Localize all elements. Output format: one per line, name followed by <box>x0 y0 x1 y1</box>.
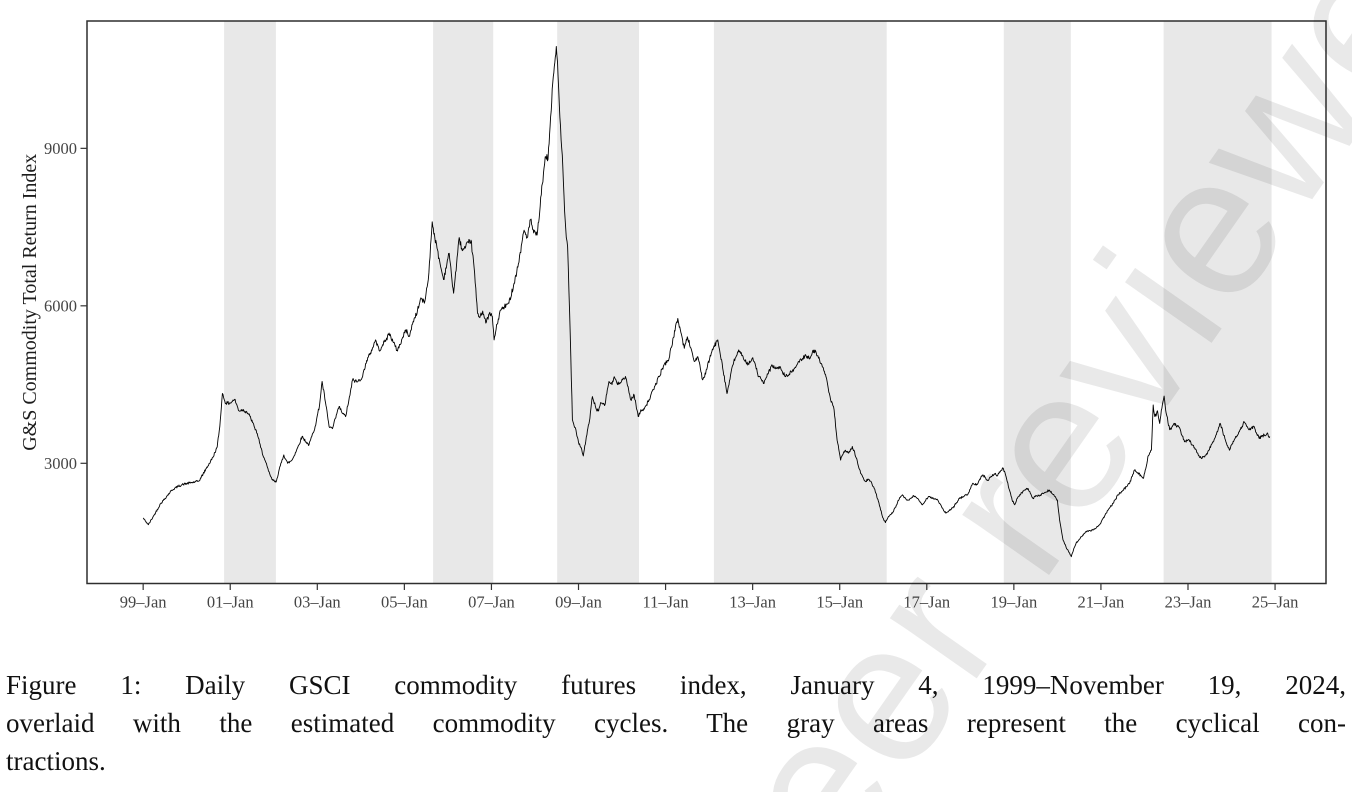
contraction-band <box>1163 21 1272 584</box>
x-tick-label: 21–Jan <box>1078 593 1125 612</box>
panel-border <box>86 20 1327 585</box>
x-tick-label: 13–Jan <box>729 593 776 612</box>
contraction-band <box>224 21 276 584</box>
y-tick-label: 3000 <box>44 454 77 473</box>
contraction-band <box>1003 21 1071 584</box>
x-tick-label: 09–Jan <box>555 593 602 612</box>
figure-1-chart: 99–Jan 01–Jan 03–Jan 05–Jan 07–Jan 09–Jan 11–J… <box>19 20 1327 612</box>
caption-line-2: overlaid with the estimated commodity cy… <box>6 708 1346 738</box>
caption-line-1: Figure 1: Daily GSCI commodity futures i… <box>6 670 1346 700</box>
x-tick-label: 07–Jan <box>468 593 515 612</box>
x-tick-label: 17–Jan <box>903 593 950 612</box>
figure-caption: Figure 1: Daily GSCI commodity futures i… <box>6 666 1346 780</box>
x-tick-label: 23–Jan <box>1165 593 1212 612</box>
index-line <box>142 46 1271 558</box>
x-tick-label: 01–Jan <box>207 593 254 612</box>
x-tick-label: 03–Jan <box>294 593 341 612</box>
x-tick-label: 15–Jan <box>816 593 863 612</box>
contraction-band <box>713 21 887 584</box>
x-tick-label: 25–Jan <box>1252 593 1299 612</box>
y-axis-title: G&S Commodity Total Return Index <box>19 154 41 451</box>
caption-line-3: tractions. <box>6 746 106 776</box>
x-tick-label: 05–Jan <box>381 593 428 612</box>
x-tick-label: 99–Jan <box>120 593 167 612</box>
y-axis-ticks: 3000 6000 9000 <box>44 139 87 473</box>
gsci-index-line-chart: 99–Jan 01–Jan 03–Jan 05–Jan 07–Jan 09–Jan 11–J… <box>19 20 1327 612</box>
contraction-bands <box>224 21 1272 584</box>
x-tick-label: 11–Jan <box>643 593 689 612</box>
y-tick-label: 9000 <box>44 139 77 158</box>
contraction-band <box>433 21 494 584</box>
y-tick-label: 6000 <box>44 297 77 316</box>
x-tick-label: 19–Jan <box>990 593 1037 612</box>
x-axis-ticks: 99–Jan 01–Jan 03–Jan 05–Jan 07–Jan 09–Jan 11–J… <box>120 583 1299 612</box>
contraction-band <box>557 21 639 584</box>
